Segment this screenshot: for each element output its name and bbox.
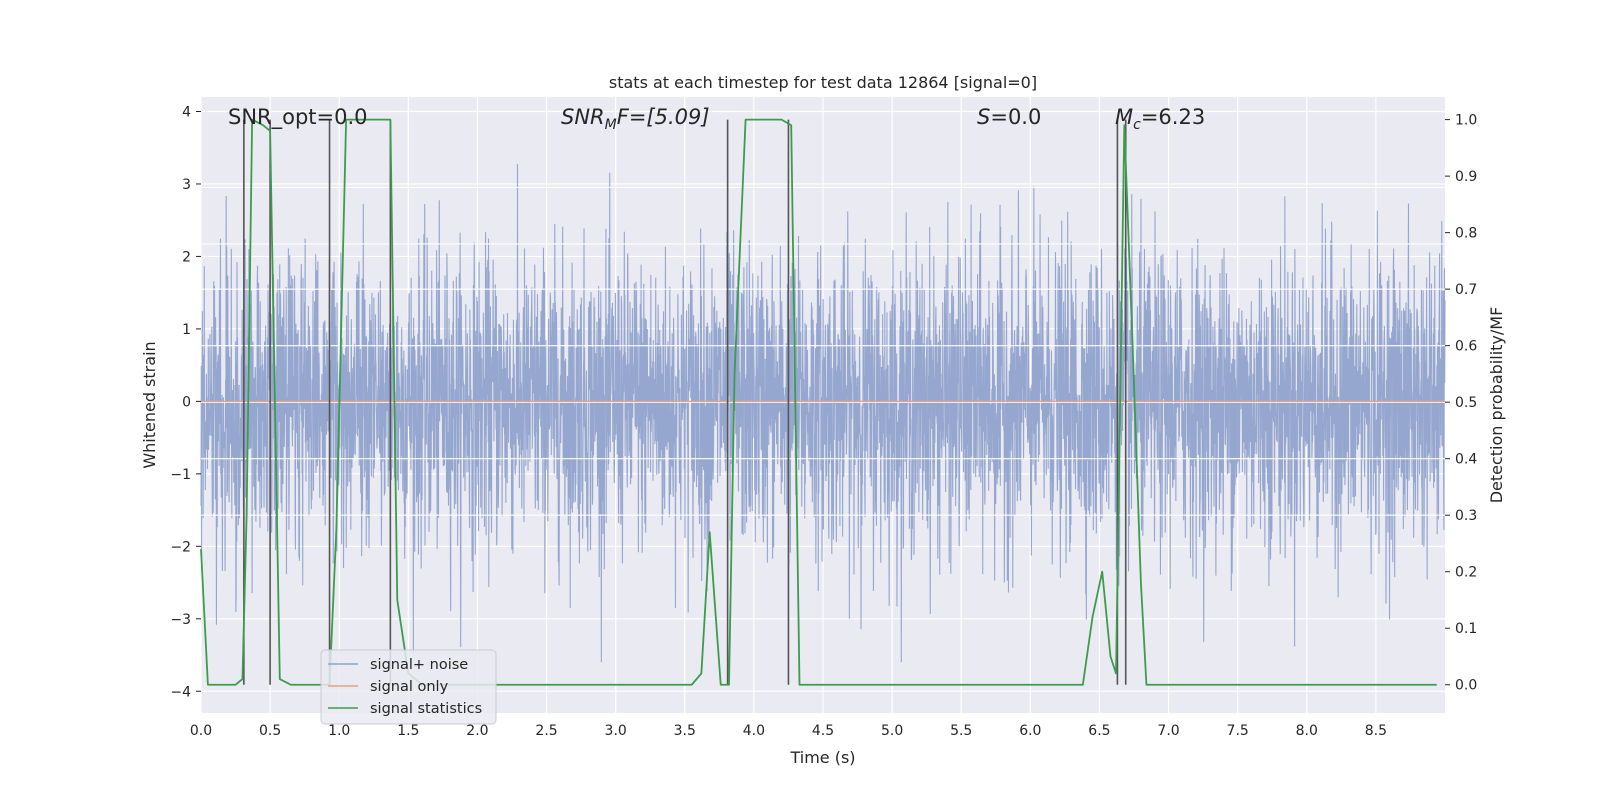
x-tick-label: 7.5 <box>1227 723 1249 739</box>
x-tick-label: 0.0 <box>190 723 212 739</box>
legend-item-signal: signal only <box>370 679 449 695</box>
statistics-line <box>200 118 1437 686</box>
x-axis-label: Time (s) <box>789 748 855 767</box>
annotation-mc: Mc=6.23 <box>1115 105 1205 133</box>
x-tick-label: 6.5 <box>1088 723 1110 739</box>
y-tick-label-right: 0.2 <box>1455 565 1477 581</box>
y-axis-label-left: Whitened strain <box>140 341 159 468</box>
legend-item-statistics: signal statistics <box>370 701 482 717</box>
y-tick-label-right: 0.8 <box>1455 226 1477 242</box>
legend-box <box>320 649 497 725</box>
x-tick-label: 4.0 <box>743 723 765 739</box>
annotation-snr-mf: SNRMF=[5.09] <box>561 105 710 133</box>
x-tick-label: 7.0 <box>1157 723 1179 739</box>
y-tick-label-left: 3 <box>182 177 191 193</box>
legend-item-noise: signal+ noise <box>370 657 468 673</box>
y-tick-label-left: 0 <box>182 394 191 410</box>
noise-trace <box>200 164 1446 663</box>
annotation-s: S=0.0 <box>977 105 1041 129</box>
x-tick-label: 8.5 <box>1365 723 1387 739</box>
axis-ticks: 0.0 0.5 1.0 1.5 2.0 2.5 3.0 3.5 4.0 4.5 5.0 5.5 6.0 6… <box>170 104 1477 739</box>
statistics-series <box>200 118 1437 686</box>
y-tick-label-left: −2 <box>170 539 191 555</box>
x-tick-label: 6.0 <box>1019 723 1041 739</box>
y-tick-label-right: 0.5 <box>1455 395 1477 411</box>
x-tick-label: 5.0 <box>881 723 903 739</box>
y-tick-label-left: 2 <box>182 249 191 265</box>
y-tick-label-right: 0.1 <box>1455 621 1477 637</box>
x-tick-label: 2.0 <box>466 723 488 739</box>
x-tick-label: 5.5 <box>950 723 972 739</box>
y-tick-label-right: 0.0 <box>1455 678 1477 694</box>
x-tick-label: 1.5 <box>397 723 419 739</box>
x-tick-label: 3.5 <box>674 723 696 739</box>
y-tick-label-right: 0.4 <box>1455 452 1477 468</box>
x-tick-label: 2.5 <box>535 723 557 739</box>
y-tick-label-left: −4 <box>170 684 191 700</box>
y-tick-label-left: −3 <box>170 612 191 628</box>
annotation-snr-opt: SNR_opt=0.0 <box>228 105 368 130</box>
y-axis-label-right: Detection probability/MF <box>1487 307 1506 504</box>
y-tick-label-right: 1.0 <box>1455 113 1477 129</box>
legend: signal+ noise signal only signal statist… <box>320 649 497 725</box>
y-tick-label-right: 0.9 <box>1455 169 1477 185</box>
right-axis-gridlines <box>201 186 1445 516</box>
y-tick-label-left: 4 <box>182 104 191 120</box>
y-tick-label-left: 1 <box>182 322 191 338</box>
x-tick-label: 3.0 <box>605 723 627 739</box>
y-tick-label-right: 0.6 <box>1455 339 1477 355</box>
x-tick-label: 0.5 <box>259 723 281 739</box>
y-tick-label-right: 0.7 <box>1455 282 1477 298</box>
x-tick-label: 8.0 <box>1296 723 1318 739</box>
x-tick-label: 4.5 <box>812 723 834 739</box>
y-tick-label-left: −1 <box>170 467 191 483</box>
noise-series <box>200 164 1446 663</box>
y-tick-label-right: 0.3 <box>1455 508 1477 524</box>
chart-title: stats at each timestep for test data 128… <box>609 73 1037 92</box>
x-tick-label: 1.0 <box>328 723 350 739</box>
